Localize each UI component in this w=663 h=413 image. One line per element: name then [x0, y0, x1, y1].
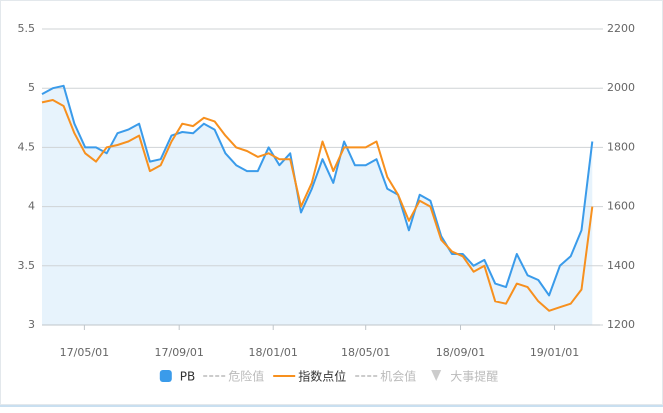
y2-tick-label: 2200 — [607, 22, 635, 35]
legend-label: PB — [180, 370, 195, 384]
legend-item[interactable]: 指数点位 — [273, 369, 346, 384]
y2-tick-label: 1200 — [607, 318, 635, 331]
legend-label: 指数点位 — [298, 369, 346, 384]
y2-tick-label: 2000 — [607, 81, 635, 94]
y-tick-label: 4.5 — [18, 140, 36, 153]
y-tick-label: 3.5 — [18, 259, 36, 272]
series-line — [41, 84, 594, 297]
legend-symbol — [431, 370, 442, 381]
legend-item[interactable]: 大事提醒 — [431, 369, 498, 384]
legend-item[interactable]: 机会值 — [355, 369, 416, 384]
legend-label: 大事提醒 — [450, 369, 498, 384]
x-tick-label: 19/01/01 — [530, 346, 579, 359]
legend-symbol — [159, 370, 172, 382]
legend-label: 危险值 — [228, 369, 264, 384]
y-tick-label: 5.5 — [18, 22, 36, 35]
y-tick-label: 5 — [28, 81, 35, 94]
area — [42, 85, 593, 325]
y-tick-label: 4 — [28, 200, 35, 213]
x-tick-label: 17/09/01 — [154, 346, 203, 359]
y2-tick-label: 1800 — [607, 140, 635, 153]
x-tick-label: 17/05/01 — [60, 346, 109, 359]
y2-tick-label: 1400 — [607, 259, 635, 272]
legend-label: 机会值 — [380, 369, 416, 384]
legend-item[interactable]: PB — [159, 370, 195, 384]
y-tick-label: 3 — [28, 318, 35, 331]
x-tick-label: 18/05/01 — [341, 346, 390, 359]
legend-item[interactable]: 危险值 — [203, 369, 264, 384]
series-line — [41, 99, 594, 312]
x-tick-label: 18/01/01 — [249, 346, 298, 359]
y2-tick-label: 1600 — [607, 200, 635, 213]
x-tick-label: 18/09/01 — [436, 346, 485, 359]
